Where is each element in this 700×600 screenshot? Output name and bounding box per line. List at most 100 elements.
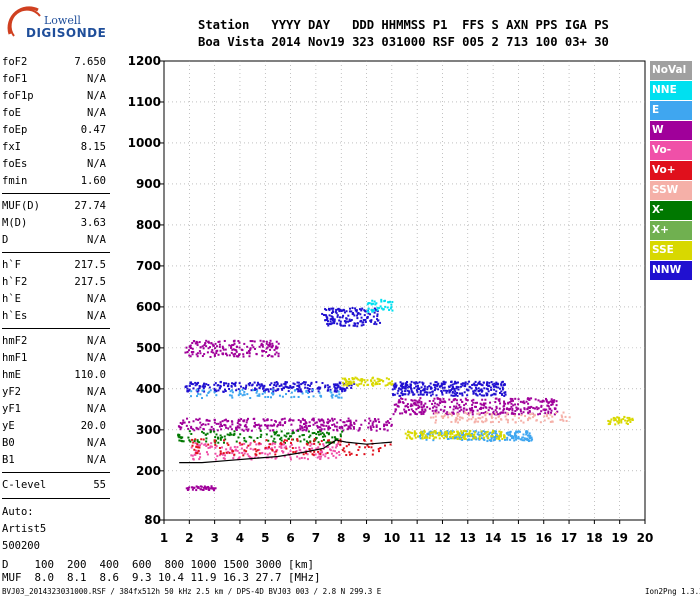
echo-point <box>498 434 501 437</box>
echo-point <box>462 430 465 433</box>
echo-point <box>418 405 421 408</box>
echo-point <box>268 452 271 455</box>
echo-point <box>415 413 418 416</box>
echo-point <box>400 383 403 386</box>
echo-point <box>347 320 350 323</box>
echo-point <box>259 443 262 446</box>
echo-point <box>482 381 485 384</box>
echo-point <box>236 422 239 425</box>
echo-point <box>251 384 254 387</box>
echo-point <box>214 382 217 385</box>
echo-point <box>522 421 525 424</box>
echo-point <box>484 402 487 405</box>
echo-point <box>437 411 440 414</box>
echo-point <box>441 386 444 389</box>
echo-point <box>242 420 245 423</box>
echo-point <box>456 394 459 397</box>
muf-row: MUF 8.0 8.1 8.6 9.3 10.4 11.9 16.3 27.7 … <box>2 571 321 584</box>
echo-point <box>230 433 233 436</box>
echo-point <box>428 407 431 410</box>
echo-point <box>299 428 302 431</box>
echo-point <box>452 394 455 397</box>
echo-point <box>258 452 261 455</box>
echo-point <box>626 416 629 419</box>
echo-point <box>466 394 469 397</box>
echo-point <box>273 431 276 434</box>
echo-point <box>247 444 250 447</box>
echo-point <box>247 417 250 420</box>
echo-point <box>230 394 233 397</box>
echo-point <box>501 388 504 391</box>
echo-point <box>386 424 389 427</box>
echo-point <box>511 407 514 410</box>
echo-point <box>291 432 294 435</box>
echo-point <box>273 384 276 387</box>
echo-point <box>486 433 489 436</box>
echo-point <box>357 429 360 432</box>
echo-point <box>268 341 271 344</box>
echo-point <box>415 408 418 411</box>
echo-point <box>266 425 269 428</box>
echo-point <box>231 391 234 394</box>
echo-point <box>262 387 265 390</box>
echo-point <box>317 418 320 421</box>
echo-point <box>433 386 436 389</box>
echo-point <box>276 434 279 437</box>
echo-point <box>269 447 272 450</box>
echo-point <box>323 433 326 436</box>
echo-point <box>478 407 481 410</box>
echo-point <box>424 434 427 437</box>
echo-point <box>339 382 342 385</box>
echo-point <box>348 310 351 313</box>
echo-point <box>189 347 192 350</box>
echo-point <box>524 415 527 418</box>
echo-point <box>269 396 272 399</box>
echo-point <box>326 322 329 325</box>
echo-point <box>336 315 339 318</box>
echo-point <box>220 424 223 427</box>
echo-point <box>482 421 485 424</box>
echo-point <box>280 384 283 387</box>
echo-point <box>463 436 466 439</box>
echo-point <box>343 311 346 314</box>
echo-point <box>277 352 280 355</box>
echo-point <box>215 433 218 436</box>
echo-point <box>210 485 213 488</box>
echo-point <box>448 386 451 389</box>
param-row: foF1 N/A <box>2 71 110 88</box>
echo-point <box>561 418 564 421</box>
param-value: N/A <box>87 90 106 102</box>
echo-point <box>483 404 486 407</box>
echo-point <box>213 430 216 433</box>
echo-point <box>232 457 235 460</box>
echo-point <box>289 450 292 453</box>
echo-point <box>214 436 217 439</box>
echo-point <box>192 457 195 460</box>
param-value: 27.74 <box>74 200 106 212</box>
echo-point <box>304 386 307 389</box>
echo-point <box>480 394 483 397</box>
echo-point <box>514 413 517 416</box>
echo-point <box>237 418 240 421</box>
echo-point <box>449 432 452 435</box>
echo-point <box>222 452 225 455</box>
echo-point <box>212 344 215 347</box>
echo-point <box>239 443 242 446</box>
echo-point <box>267 396 270 399</box>
echo-point <box>215 390 218 393</box>
echo-point <box>371 310 374 313</box>
echo-point <box>452 411 455 414</box>
echo-point <box>464 437 467 440</box>
echo-point <box>474 420 477 423</box>
echo-point <box>252 389 255 392</box>
echo-point <box>236 355 239 358</box>
echo-point <box>223 382 226 385</box>
echo-point <box>315 437 318 440</box>
echo-point <box>376 377 379 380</box>
echo-point <box>499 418 502 421</box>
echo-point <box>305 422 308 425</box>
echo-point <box>188 430 191 433</box>
echo-point <box>413 381 416 384</box>
echo-point <box>302 434 305 437</box>
echo-point <box>226 442 229 445</box>
